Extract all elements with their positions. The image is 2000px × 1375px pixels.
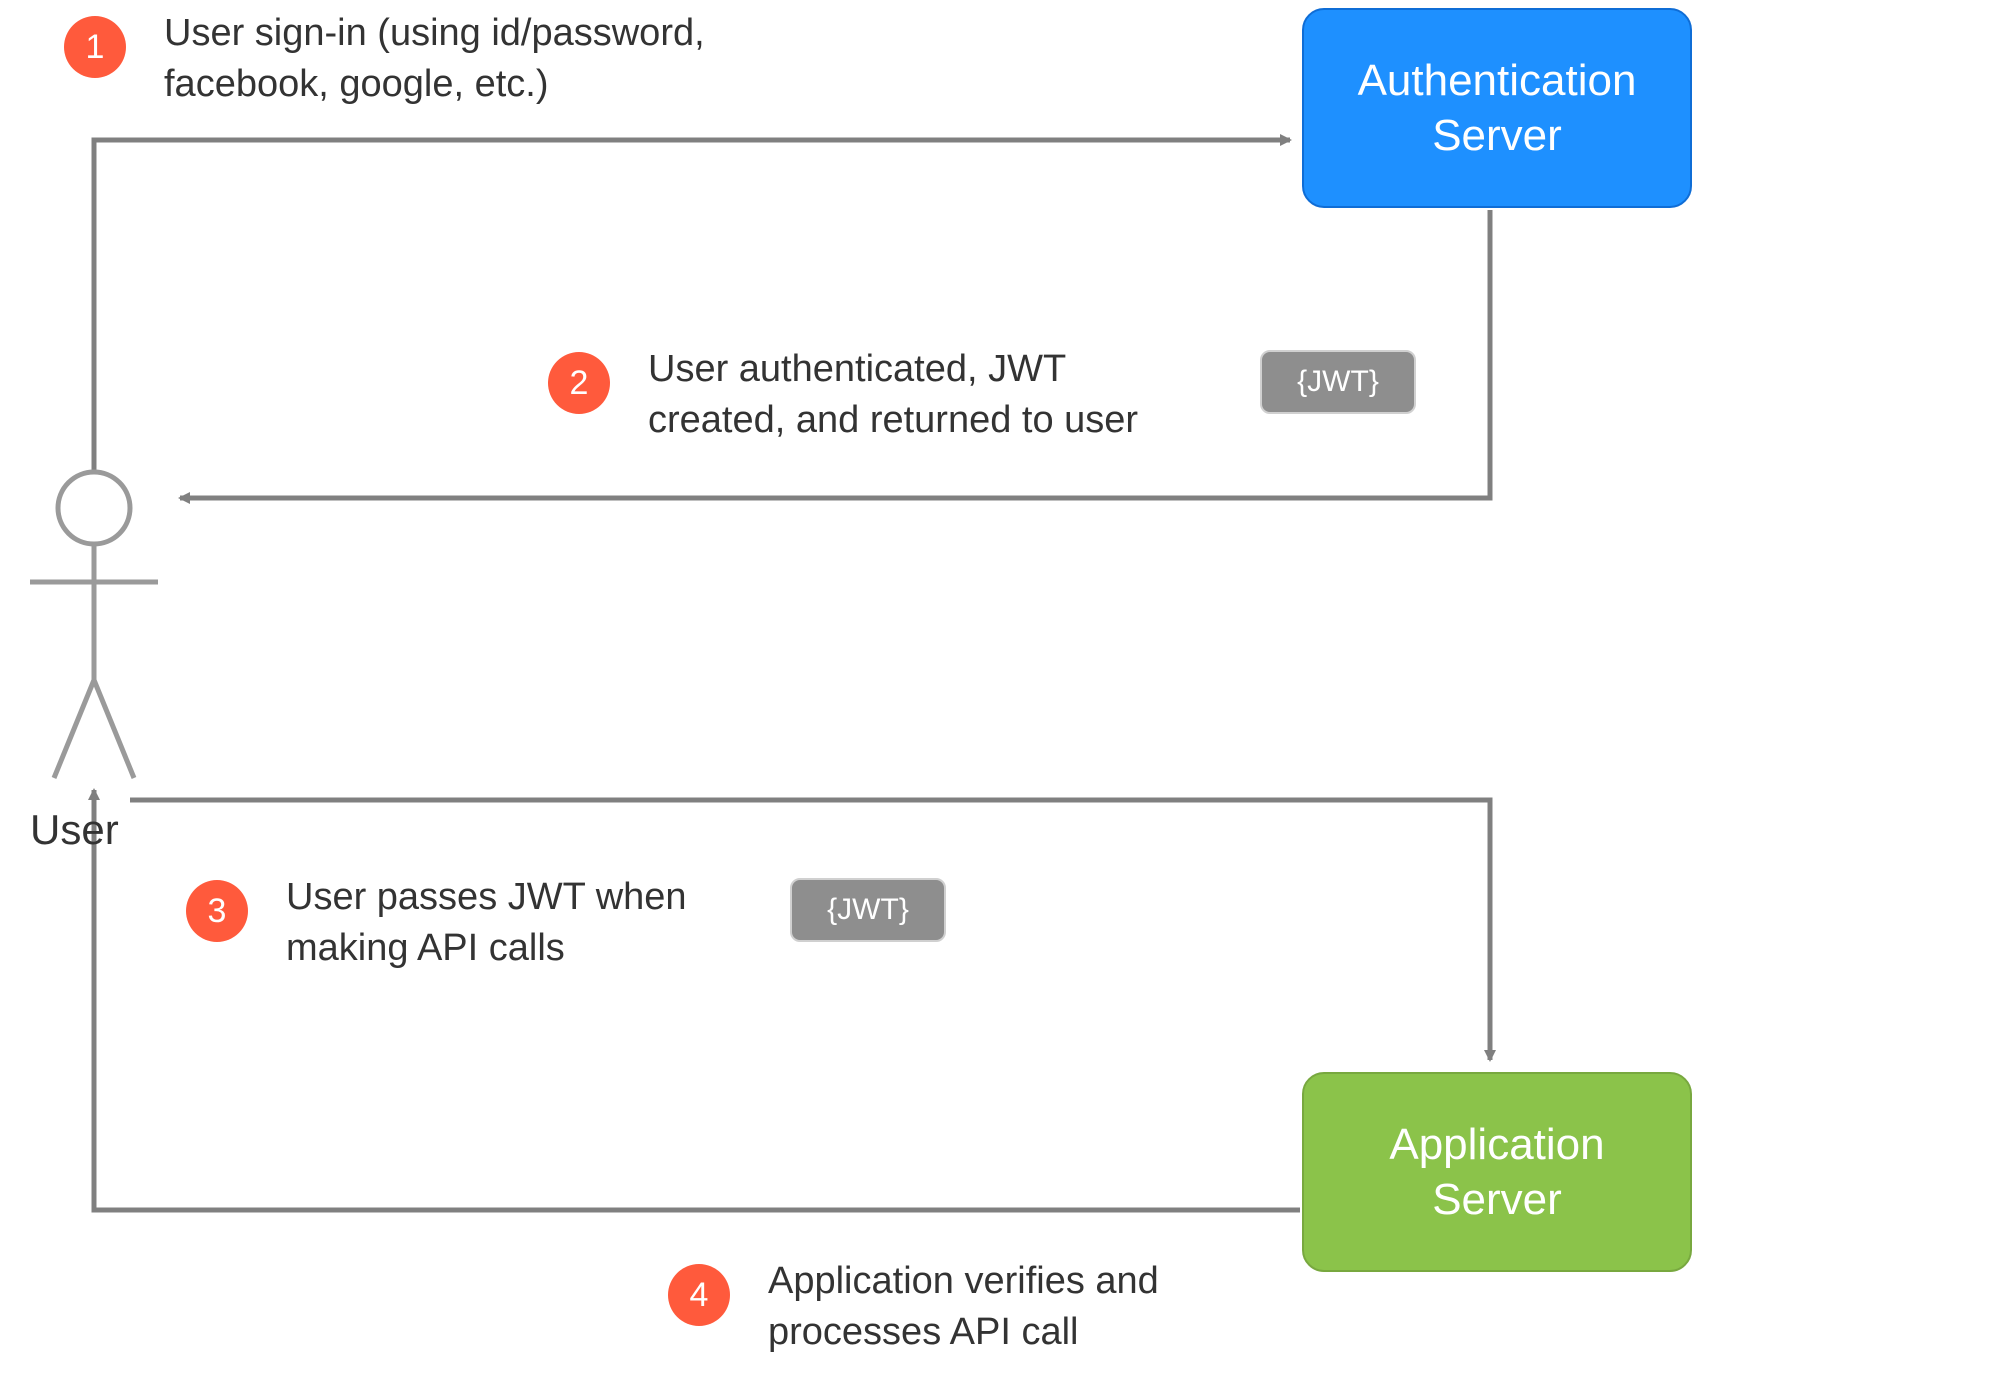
user-stick-figure-icon	[30, 472, 158, 778]
step-3-badge: 3	[186, 880, 248, 942]
flow-arrows	[94, 140, 1490, 1210]
step-1-badge: 1	[64, 16, 126, 78]
step-1-text: User sign-in (using id/password, faceboo…	[164, 8, 705, 111]
arrow-layer	[0, 0, 2000, 1375]
application-server-box: Application Server	[1302, 1072, 1692, 1272]
jwt-token-pill-1: {JWT}	[1260, 350, 1416, 414]
authentication-server-label: Authentication Server	[1358, 53, 1637, 163]
application-server-label: Application Server	[1389, 1117, 1604, 1227]
step-3-text: User passes JWT when making API calls	[286, 872, 687, 975]
step-2-badge: 2	[548, 352, 610, 414]
step-2-text: User authenticated, JWT created, and ret…	[648, 344, 1138, 447]
jwt-flow-diagram: User Authentication Server Application S…	[0, 0, 2000, 1375]
authentication-server-box: Authentication Server	[1302, 8, 1692, 208]
jwt-token-pill-2: {JWT}	[790, 878, 946, 942]
step-4-text: Application verifies and processes API c…	[768, 1256, 1159, 1359]
arrow-app-return-user	[94, 790, 1300, 1210]
user-label: User	[30, 806, 119, 854]
step-4-badge: 4	[668, 1264, 730, 1326]
